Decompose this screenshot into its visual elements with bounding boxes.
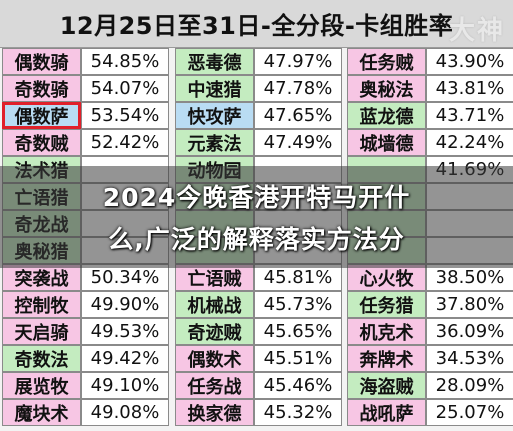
win-rate-cell: 45.51% [254, 345, 342, 372]
win-rate-cell: 43.81% [426, 75, 513, 102]
win-rate-cell: 37.80% [426, 291, 513, 318]
win-rate-cell: 52.42% [81, 129, 169, 156]
overlay-banner: 2024今晚香港开特马开什 么,广泛的解释落实方法分 [0, 166, 513, 268]
deck-name-cell: 任务猎 [347, 291, 426, 318]
win-rate-cell: 28.09% [426, 372, 513, 399]
deck-name-cell: 奔牌术 [347, 345, 426, 372]
win-rate-cell: 25.07% [426, 399, 513, 426]
win-rate-cell: 49.10% [81, 372, 169, 399]
deck-name-cell: 偶数萨 [2, 102, 81, 129]
banner-line-2: 么,广泛的解释落实方法分 [108, 225, 405, 254]
deck-name-cell: 任务贼 [347, 48, 426, 75]
deck-name-cell: 奇迹贼 [175, 318, 254, 345]
banner-line-1: 2024今晚香港开特马开什 [102, 183, 411, 212]
win-rate-cell: 47.65% [254, 102, 342, 129]
deck-name-cell: 魔块术 [2, 399, 81, 426]
deck-name-cell: 亡语贼 [175, 264, 254, 291]
deck-name-cell: 心火牧 [347, 264, 426, 291]
deck-name-cell: 突袭战 [2, 264, 81, 291]
win-rate-cell: 54.85% [81, 48, 169, 75]
win-rate-cell: 47.78% [254, 75, 342, 102]
deck-name-cell: 快攻萨 [175, 102, 254, 129]
deck-name-cell: 战吼萨 [347, 399, 426, 426]
win-rate-cell: 49.90% [81, 291, 169, 318]
deck-name-cell: 控制牧 [2, 291, 81, 318]
deck-name-cell: 蓝龙德 [347, 102, 426, 129]
win-rate-cell: 34.53% [426, 345, 513, 372]
win-rate-cell: 43.71% [426, 102, 513, 129]
deck-name-cell: 奇数骑 [2, 75, 81, 102]
deck-name-cell: 偶数骑 [2, 48, 81, 75]
win-rate-cell: 49.53% [81, 318, 169, 345]
deck-name-cell: 中速猎 [175, 75, 254, 102]
deck-name-cell: 偶数术 [175, 345, 254, 372]
win-rate-cell: 50.34% [81, 264, 169, 291]
win-rate-cell: 47.49% [254, 129, 342, 156]
win-rate-cell: 45.81% [254, 264, 342, 291]
deck-name-cell: 城墙德 [347, 129, 426, 156]
deck-name-cell: 奇数法 [2, 345, 81, 372]
win-rate-cell: 45.32% [254, 399, 342, 426]
win-rate-cell: 49.08% [81, 399, 169, 426]
win-rate-cell: 38.50% [426, 264, 513, 291]
win-rate-cell: 49.42% [81, 345, 169, 372]
deck-name-cell: 机克术 [347, 318, 426, 345]
win-rate-cell: 54.07% [81, 75, 169, 102]
deck-name-cell: 机械战 [175, 291, 254, 318]
win-rate-cell: 45.73% [254, 291, 342, 318]
deck-name-cell: 奥秘法 [347, 75, 426, 102]
win-rate-cell: 36.09% [426, 318, 513, 345]
win-rate-cell: 43.90% [426, 48, 513, 75]
win-rate-cell: 45.65% [254, 318, 342, 345]
table-header: 12月25日至31日-全分段-卡组胜率 大神 [0, 0, 513, 48]
deck-name-cell: 换家德 [175, 399, 254, 426]
watermark-logo: 大神 [448, 16, 505, 46]
deck-name-cell: 奇数贼 [2, 129, 81, 156]
deck-name-cell: 海盗贼 [347, 372, 426, 399]
deck-name-cell: 任务战 [175, 372, 254, 399]
win-rate-cell: 45.46% [254, 372, 342, 399]
deck-name-cell: 天启骑 [2, 318, 81, 345]
page-title: 12月25日至31日-全分段-卡组胜率 [59, 12, 454, 40]
win-rate-cell: 47.97% [254, 48, 342, 75]
deck-name-cell: 元素法 [175, 129, 254, 156]
deck-name-cell: 展览牧 [2, 372, 81, 399]
win-rate-cell: 53.54% [81, 102, 169, 129]
deck-name-cell: 恶毒德 [175, 48, 254, 75]
win-rate-cell: 42.24% [426, 129, 513, 156]
